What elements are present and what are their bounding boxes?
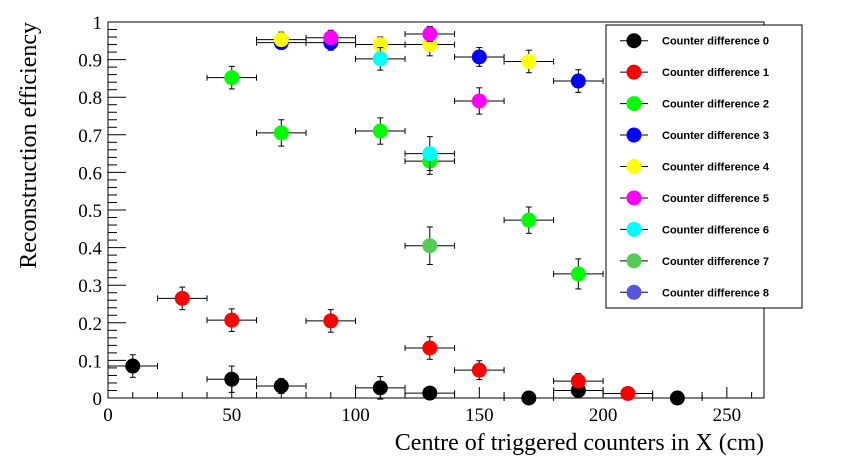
series-counter-difference-2 <box>206 65 604 290</box>
data-point <box>422 385 438 401</box>
data-point <box>224 70 240 86</box>
data-point <box>174 290 190 306</box>
data-point <box>422 340 438 356</box>
legend-entry: Counter difference 0 <box>620 33 769 49</box>
y-tick-label: 0.4 <box>78 239 102 260</box>
x-tick-label: 150 <box>465 405 494 426</box>
legend-entry: Counter difference 1 <box>620 64 769 80</box>
legend-marker <box>626 127 642 143</box>
y-tick-label: 0.3 <box>78 276 102 297</box>
legend-entry: Counter difference 4 <box>620 159 770 174</box>
legend-marker <box>626 284 642 300</box>
series-counter-difference-7 <box>404 226 456 266</box>
data-series <box>107 26 703 406</box>
y-tick-label: 0.5 <box>78 201 102 222</box>
data-point <box>422 146 438 162</box>
series-counter-difference-5 <box>305 26 505 115</box>
y-axis-ticks: 0 0.1 0.2 0.3 0.4 0.5 0.6 0.7 0.8 0.9 1 <box>78 13 126 410</box>
data-point <box>471 49 487 65</box>
data-point <box>372 380 388 396</box>
legend-entry: Counter difference 8 <box>620 284 769 300</box>
data-point <box>669 390 685 406</box>
data-point <box>422 26 438 42</box>
legend-marker <box>626 190 642 206</box>
y-tick-label: 0.7 <box>78 126 102 147</box>
legend-label: Counter difference 1 <box>662 67 769 79</box>
legend-marker <box>626 96 642 112</box>
series-counter-difference-6 <box>355 47 456 172</box>
data-point <box>570 373 586 389</box>
series-counter-difference-1 <box>157 286 654 401</box>
data-point <box>570 266 586 282</box>
legend-marker <box>626 253 642 269</box>
x-tick-label: 0 <box>103 405 113 426</box>
legend-label: Counter difference 4 <box>662 162 770 174</box>
data-point <box>372 123 388 139</box>
x-tick-label: 200 <box>589 405 618 426</box>
data-point <box>125 358 141 374</box>
y-tick-label: 0.8 <box>78 88 102 109</box>
data-point <box>471 93 487 109</box>
legend-entry: Counter difference 2 <box>620 96 769 112</box>
legend-marker <box>626 64 642 80</box>
legend-label: Counter difference 7 <box>662 256 769 268</box>
legend-label: Counter difference 8 <box>662 287 769 299</box>
data-point <box>570 73 586 89</box>
legend-label: Counter difference 0 <box>662 36 769 48</box>
x-tick-label: 50 <box>222 405 241 426</box>
legend-marker <box>626 33 642 49</box>
data-point <box>372 51 388 67</box>
data-point <box>224 371 240 387</box>
data-point <box>620 385 636 401</box>
legend-label: Counter difference 2 <box>662 99 769 111</box>
series-counter-difference-4 <box>256 31 555 74</box>
legend-label: Counter difference 3 <box>662 130 769 142</box>
y-tick-label: 0.2 <box>78 314 102 335</box>
legend: Counter difference 0 Counter difference 1… <box>605 24 803 309</box>
x-tick-label: 100 <box>341 405 370 426</box>
y-tick-label: 0 <box>93 389 103 410</box>
y-axis-label: Reconstruction efficiency <box>16 22 42 269</box>
data-point <box>372 37 388 53</box>
legend-marker <box>626 159 642 174</box>
x-tick-label: 250 <box>713 405 742 426</box>
legend-entry: Counter difference 5 <box>620 190 769 206</box>
data-point <box>224 312 240 328</box>
data-point <box>471 362 487 378</box>
data-point <box>273 378 289 394</box>
y-tick-label: 0.6 <box>78 163 102 184</box>
data-point <box>422 238 438 254</box>
y-tick-label: 0.1 <box>78 351 102 372</box>
legend-label: Counter difference 6 <box>662 224 769 236</box>
legend-entry: Counter difference 6 <box>620 221 769 237</box>
data-point <box>521 53 537 69</box>
legend-entry: Counter difference 7 <box>620 253 769 269</box>
data-point <box>273 125 289 141</box>
data-point <box>323 313 339 329</box>
data-point <box>273 32 289 48</box>
data-point <box>422 37 438 53</box>
legend-marker <box>626 221 642 237</box>
data-point <box>521 212 537 228</box>
x-axis-label: Centre of triggered counters in X (cm) <box>395 430 764 456</box>
legend-entry: Counter difference 3 <box>620 127 769 143</box>
x-axis-ticks: 0 50 100 150 200 250 <box>103 387 753 426</box>
legend-label: Counter difference 5 <box>662 193 769 205</box>
y-tick-label: 1 <box>93 13 103 34</box>
y-tick-label: 0.9 <box>78 51 102 72</box>
data-point <box>521 390 537 406</box>
data-point <box>323 30 339 46</box>
